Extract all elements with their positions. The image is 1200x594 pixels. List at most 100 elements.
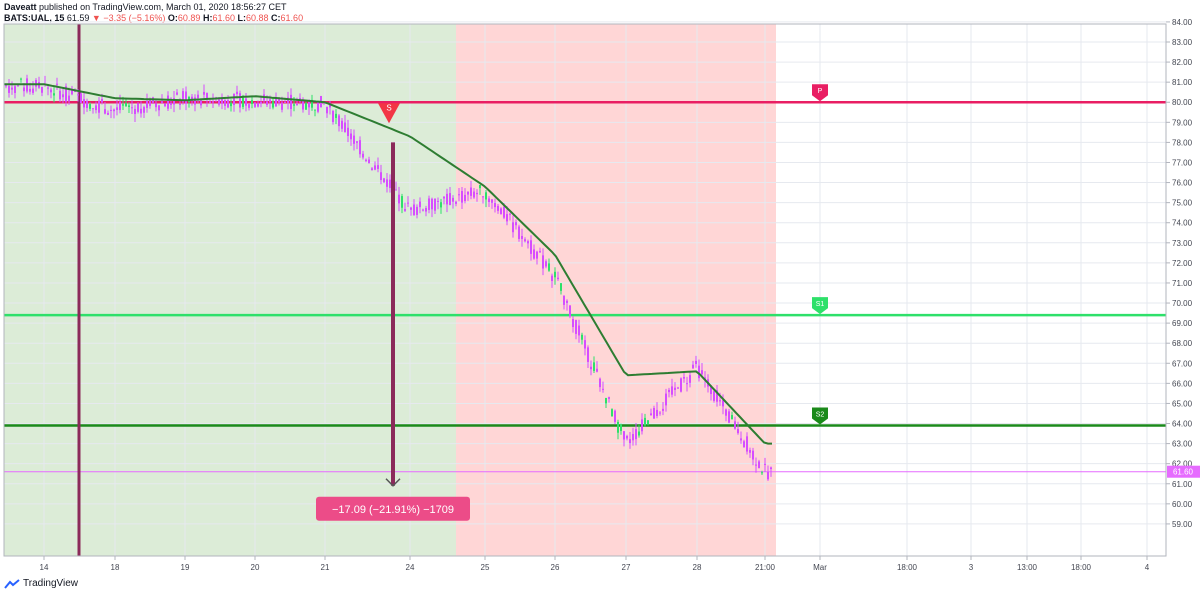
candle-body bbox=[755, 464, 757, 466]
candle-body bbox=[431, 198, 433, 210]
candle-body bbox=[398, 194, 400, 204]
candle-body bbox=[401, 196, 403, 208]
candle-body bbox=[452, 197, 454, 202]
candle-body bbox=[512, 222, 514, 233]
candle-body bbox=[173, 98, 175, 105]
candle-body bbox=[179, 103, 181, 105]
candle-body bbox=[635, 429, 637, 440]
candle-body bbox=[110, 109, 112, 111]
candle-body bbox=[548, 263, 550, 271]
candle-body bbox=[482, 196, 484, 198]
candle-body bbox=[605, 397, 607, 404]
y-tick-label: 71.00 bbox=[1172, 279, 1193, 288]
candle-body bbox=[239, 93, 241, 108]
candle-body bbox=[497, 205, 499, 211]
tradingview-icon bbox=[4, 578, 20, 589]
candle-body bbox=[674, 387, 676, 390]
candle-body bbox=[656, 409, 658, 416]
candle-body bbox=[161, 101, 163, 103]
candle-body bbox=[206, 93, 208, 100]
x-tick-label: 4 bbox=[1145, 563, 1150, 572]
candle-body bbox=[752, 450, 754, 460]
candle-body bbox=[293, 104, 295, 106]
candle-body bbox=[692, 364, 694, 369]
last-price-badge bbox=[1167, 465, 1200, 478]
candle-body bbox=[62, 94, 64, 98]
x-tick-label: 19 bbox=[181, 563, 190, 572]
candle-body bbox=[134, 108, 136, 115]
moving-average-line bbox=[4, 83, 772, 445]
candle-body bbox=[446, 193, 448, 205]
candle-body bbox=[689, 375, 691, 383]
candle-body bbox=[194, 97, 196, 105]
sell-signal-icon bbox=[378, 103, 400, 124]
candle-body bbox=[377, 165, 379, 169]
candle-body bbox=[254, 102, 256, 107]
candle-body bbox=[395, 189, 397, 191]
tradingview-logo[interactable]: TradingView bbox=[4, 578, 78, 589]
candle-body bbox=[359, 140, 361, 155]
candle-body bbox=[470, 187, 472, 196]
candle-body bbox=[749, 449, 751, 453]
author[interactable]: Daveatt bbox=[4, 2, 37, 12]
published-text: published on TradingView.com, March 01, … bbox=[39, 2, 287, 12]
candle-body bbox=[761, 472, 763, 474]
candle-body bbox=[437, 200, 439, 202]
y-tick-label: 84.00 bbox=[1172, 18, 1193, 27]
candle-body bbox=[638, 431, 640, 436]
candle-body bbox=[722, 400, 724, 407]
candle-body bbox=[275, 98, 277, 107]
candle-body bbox=[389, 179, 391, 188]
candle-body bbox=[443, 196, 445, 199]
candle-body bbox=[653, 407, 655, 419]
candle-body bbox=[371, 168, 373, 170]
candle-body bbox=[272, 101, 274, 108]
candle-body bbox=[428, 198, 430, 210]
x-tick-label: 25 bbox=[481, 563, 490, 572]
candle-body bbox=[632, 433, 634, 441]
candle-body bbox=[197, 94, 199, 99]
symbol[interactable]: BATS:UAL, 15 bbox=[4, 13, 65, 23]
candle-body bbox=[743, 441, 745, 448]
candle-body bbox=[542, 255, 544, 269]
y-tick-label: 80.00 bbox=[1172, 98, 1193, 107]
candle-body bbox=[725, 409, 727, 416]
y-tick-label: 65.00 bbox=[1172, 399, 1193, 408]
candle-body bbox=[485, 192, 487, 200]
pivot-label-p: P bbox=[818, 88, 823, 95]
candle-body bbox=[185, 91, 187, 104]
candle-body bbox=[569, 305, 571, 317]
candle-body bbox=[140, 108, 142, 114]
last-price-badge-text: 61.60 bbox=[1173, 468, 1194, 477]
x-tick-label: 24 bbox=[406, 563, 415, 572]
candle-body bbox=[227, 100, 229, 108]
candle-body bbox=[164, 103, 166, 107]
candle-body bbox=[683, 376, 685, 379]
candle-body bbox=[719, 400, 721, 402]
candle-body bbox=[614, 410, 616, 422]
candle-body bbox=[587, 347, 589, 362]
candle-body bbox=[176, 92, 178, 95]
candle-body bbox=[68, 95, 70, 102]
candle-body bbox=[203, 91, 205, 95]
plot-frame bbox=[3, 23, 1167, 557]
open-label: O: bbox=[167, 13, 178, 23]
candle-body bbox=[290, 94, 292, 109]
candle-body bbox=[554, 271, 556, 278]
candle-body bbox=[221, 98, 223, 104]
candle-body bbox=[218, 99, 220, 105]
candle-body bbox=[284, 102, 286, 104]
candle-body bbox=[17, 85, 19, 87]
candle-body bbox=[158, 105, 160, 111]
candle-body bbox=[209, 101, 211, 103]
candle-body bbox=[41, 86, 43, 93]
sell-signal-label: S bbox=[386, 103, 391, 112]
candle-body bbox=[245, 98, 247, 106]
high-label: H: bbox=[202, 13, 213, 23]
candle-body bbox=[575, 320, 577, 334]
candle-body bbox=[167, 95, 169, 109]
down-arrow-icon: ▼ bbox=[91, 13, 101, 23]
candle-body bbox=[296, 104, 298, 106]
candle-body bbox=[665, 393, 667, 406]
